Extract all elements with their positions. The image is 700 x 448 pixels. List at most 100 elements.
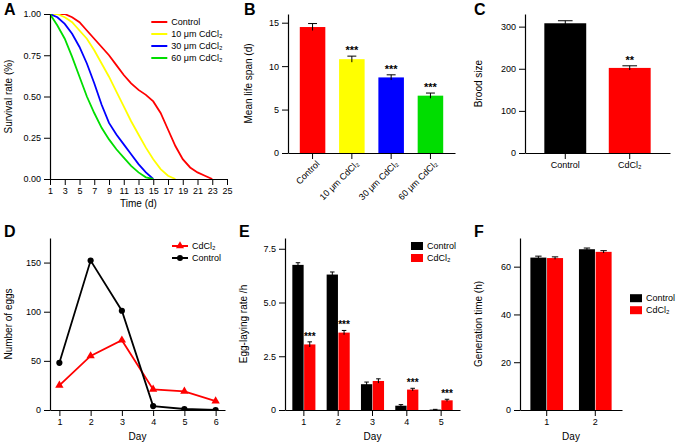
bar <box>441 400 452 410</box>
tick-label: 6 <box>214 417 219 427</box>
tick-label: 0.25 <box>23 133 41 143</box>
bar <box>579 249 595 410</box>
tick-mark <box>546 410 547 416</box>
bar <box>544 23 586 153</box>
tick: 1 <box>57 410 62 427</box>
error-bar <box>347 56 356 62</box>
bar <box>418 96 444 153</box>
tick-label: 0 <box>511 148 516 158</box>
tick-mark <box>184 410 185 416</box>
error-line <box>312 24 313 31</box>
error-cap <box>600 250 606 251</box>
error-cap <box>364 382 369 383</box>
marker <box>149 385 157 392</box>
legend-item: Control <box>172 253 221 263</box>
tick-mark <box>514 362 520 363</box>
tick: 60 <box>501 262 520 272</box>
bar <box>304 344 315 410</box>
tick: 30 μm CdCl₂ <box>357 153 401 202</box>
marker <box>88 258 94 264</box>
legend-swatch <box>151 21 167 23</box>
x-axis-line <box>526 153 671 154</box>
tick-label: 11 <box>120 186 129 196</box>
y-axis-line <box>285 239 286 411</box>
error-bar <box>535 256 541 259</box>
tick-label: 3 <box>370 417 375 427</box>
tick: 1.00 <box>23 9 50 19</box>
tick: 0 <box>511 148 525 158</box>
x-axis: 123456 <box>51 410 226 427</box>
plot: 120204060DayGeneration time (h)ControlCd… <box>473 239 675 443</box>
plot: ************1234502.55.07.5DayEgg-laying… <box>238 239 461 443</box>
panel-label: E <box>239 223 250 240</box>
plot: 1357911131517192123250.000.250.500.751.0… <box>3 9 233 209</box>
tick-mark <box>168 179 169 185</box>
tick-mark <box>122 410 123 416</box>
tick-label: 30 μm CdCl₂ <box>357 158 401 202</box>
tick-mark <box>629 153 630 159</box>
tick: 5 <box>274 105 288 115</box>
panel-label: B <box>244 1 256 18</box>
tick: 50 <box>31 356 50 366</box>
tick: 100 <box>501 106 525 116</box>
annotations: ************ <box>304 319 453 399</box>
legend: ControlCdCl₂ <box>411 241 456 263</box>
tick-label: 17 <box>163 186 173 196</box>
marker <box>180 387 188 394</box>
tick-mark <box>514 410 520 411</box>
tick-mark <box>183 179 184 185</box>
x-axis-title: Time (d) <box>120 198 157 209</box>
tick-mark <box>91 410 92 416</box>
error-line <box>344 330 345 334</box>
tick-mark <box>44 138 50 139</box>
annotation: *** <box>407 377 419 388</box>
tick: 0 <box>36 405 50 415</box>
tick-label: CdCl₂ <box>618 160 642 170</box>
tick-label: 7 <box>92 186 97 196</box>
annotation: *** <box>424 81 438 93</box>
y-axis-title: Survival rate (%) <box>3 60 14 134</box>
y-axis-title: Generation time (h) <box>473 281 484 367</box>
tick: 1 <box>544 410 549 427</box>
tick-mark <box>80 179 81 185</box>
tick-mark <box>44 312 50 313</box>
series-line <box>59 261 215 410</box>
tick-label: 2 <box>89 417 94 427</box>
tick-label: 0.75 <box>23 51 41 61</box>
tick-mark <box>391 153 392 159</box>
tick-label: 60 <box>501 262 511 272</box>
marker <box>213 407 219 410</box>
legend-swatch <box>151 57 167 59</box>
annotation: *** <box>385 63 399 75</box>
marks <box>300 24 443 153</box>
series-line <box>50 14 153 179</box>
tick-label: 0.50 <box>23 92 41 102</box>
annotation: *** <box>345 44 359 56</box>
tick: 2 <box>336 410 341 427</box>
tick: 5 <box>182 410 187 427</box>
plot: **ControlCdCl₂0100200300Brood size <box>473 15 671 171</box>
tick-mark <box>279 303 285 304</box>
tick: 0.00 <box>23 174 50 184</box>
legend-item: 10 μm CdCl₂ <box>151 29 223 39</box>
tick-mark <box>338 410 339 416</box>
marker <box>119 308 125 314</box>
tick-mark <box>94 179 95 185</box>
legend-swatch <box>151 33 167 35</box>
tick-mark <box>514 314 520 315</box>
panel: F120204060DayGeneration time (h)ControlC… <box>473 223 675 442</box>
bar <box>547 258 563 410</box>
panel-label: F <box>474 223 484 240</box>
tick-label: 60 μm CdCl₂ <box>396 158 440 202</box>
error-cap <box>552 256 558 257</box>
error-bar <box>552 257 558 259</box>
x-axis-title: Day <box>364 431 382 442</box>
marks <box>55 258 220 410</box>
marker <box>181 406 187 410</box>
tick: 15 <box>149 179 159 196</box>
panel-label: C <box>474 1 486 18</box>
tick: 2.5 <box>263 352 285 362</box>
marker <box>55 381 63 388</box>
tick: 0 <box>506 405 520 415</box>
x-axis: 135791113151719212325 <box>48 179 233 196</box>
